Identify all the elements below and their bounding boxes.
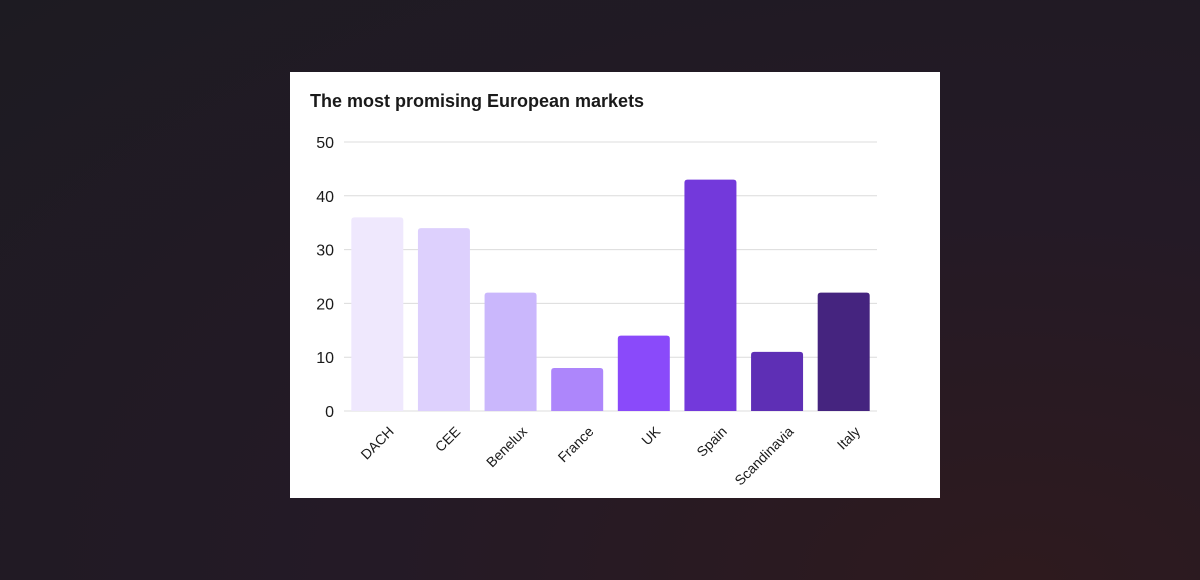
chart-card: The most promising European markets 0 10 2… bbox=[290, 72, 940, 498]
x-tick-label-cee: CEE bbox=[432, 423, 464, 455]
bar-uk bbox=[617, 335, 670, 411]
x-tick-label-scandinavia: Scandinavia bbox=[731, 423, 796, 488]
x-tick-label-benelux: Benelux bbox=[483, 423, 530, 470]
bar-france bbox=[551, 367, 604, 411]
x-tick-label-italy: Italy bbox=[834, 423, 863, 452]
bar-chart: 0 10 20 30 40 50 DACH CEE Benelux France UK Spain S… bbox=[316, 135, 877, 489]
y-tick-label-20: 20 bbox=[316, 296, 334, 313]
y-tick-label-0: 0 bbox=[325, 404, 334, 421]
bar-italy bbox=[817, 292, 870, 411]
y-tick-label-10: 10 bbox=[316, 350, 334, 367]
bar-spain bbox=[684, 179, 737, 411]
x-axis-labels: DACH CEE Benelux France UK Spain Scandinavia It… bbox=[357, 423, 863, 489]
x-tick-label-spain: Spain bbox=[693, 423, 730, 460]
y-tick-label-40: 40 bbox=[316, 189, 334, 206]
bar-cee bbox=[417, 228, 470, 411]
bar-scandinavia bbox=[751, 351, 804, 411]
y-axis-ticks: 0 10 20 30 40 50 bbox=[316, 135, 334, 421]
x-tick-label-uk: UK bbox=[638, 423, 664, 449]
chart-title: The most promising European markets bbox=[310, 91, 645, 111]
bar-benelux bbox=[484, 292, 537, 411]
x-tick-label-france: France bbox=[555, 423, 597, 465]
y-tick-label-50: 50 bbox=[316, 135, 334, 152]
y-tick-label-30: 30 bbox=[316, 243, 334, 260]
x-tick-label-dach: DACH bbox=[357, 423, 396, 462]
bars bbox=[351, 179, 870, 411]
bar-dach bbox=[351, 217, 404, 411]
